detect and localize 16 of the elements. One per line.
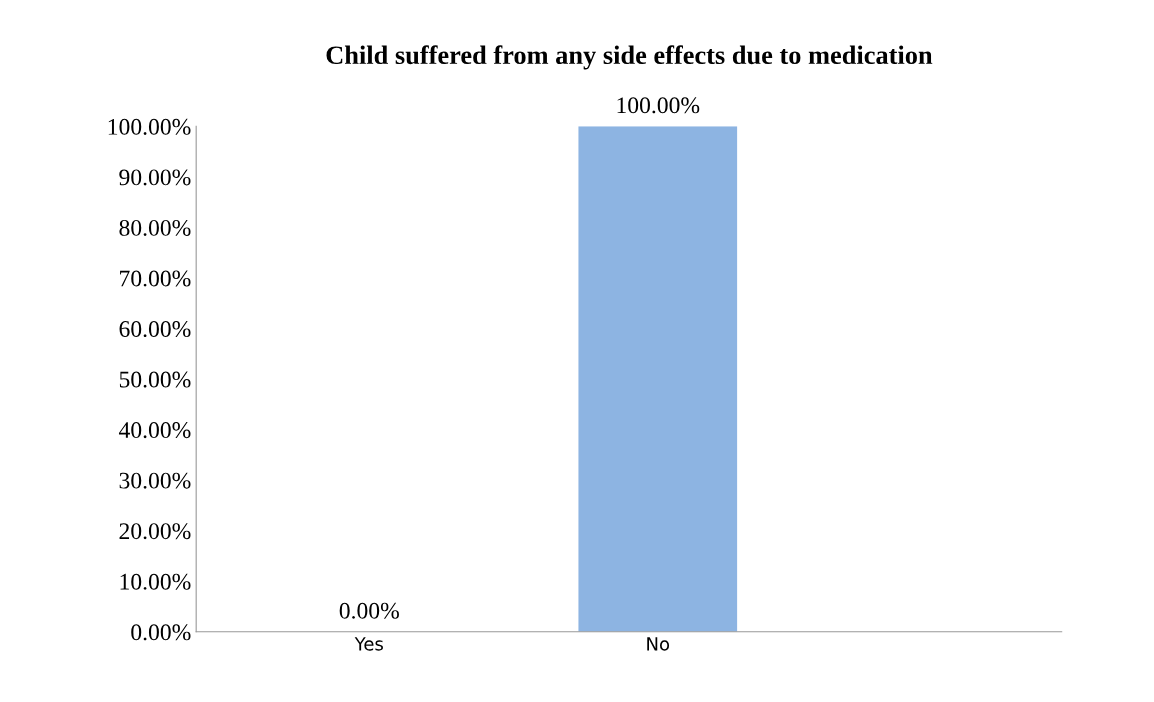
y-tick-label: 60.00% bbox=[119, 321, 191, 338]
data-label: 0.00% bbox=[339, 602, 399, 619]
y-tick-label: 90.00% bbox=[119, 169, 191, 186]
y-tick-label: 40.00% bbox=[118, 422, 191, 439]
chart-title: Child suffered from any side effects due to medication bbox=[326, 45, 933, 70]
y-tick-label: 0.00% bbox=[131, 624, 191, 641]
y-tick-label: 100.00% bbox=[108, 118, 191, 135]
x-tick-label: Yes bbox=[354, 637, 383, 651]
y-tick-label: 10.00% bbox=[120, 573, 191, 590]
y-tick-label: 20.00% bbox=[119, 523, 191, 540]
y-tick-label: 30.00% bbox=[119, 472, 191, 489]
y-tick-label: 70.00% bbox=[120, 270, 191, 287]
x-tick-label: No bbox=[647, 637, 670, 651]
data-label: 100.00% bbox=[617, 97, 700, 114]
y-tick-label: 50.00% bbox=[119, 371, 191, 388]
y-tick-label: 80.00% bbox=[119, 219, 191, 236]
